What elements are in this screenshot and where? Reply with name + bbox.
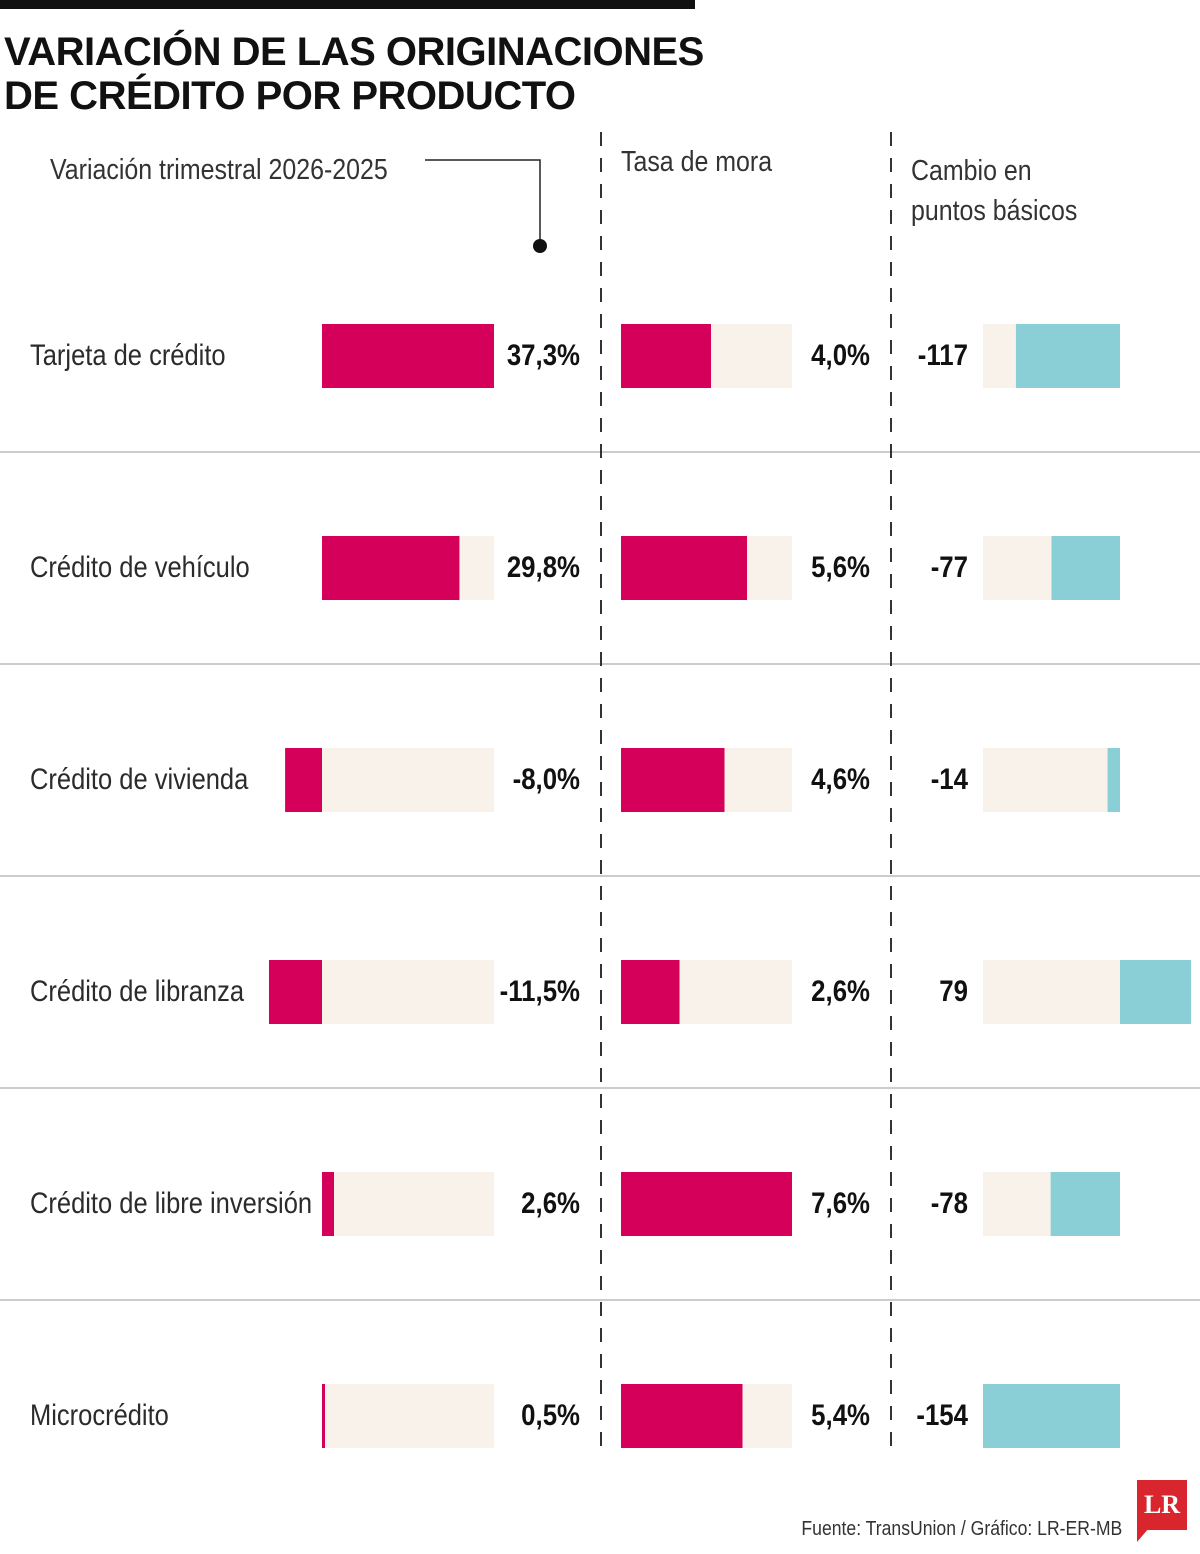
row-label: Tarjeta de crédito (30, 339, 226, 372)
mora-bar (621, 1172, 792, 1236)
variation-bar (285, 748, 322, 812)
puntos-bar (1107, 748, 1120, 812)
header-leader-line (425, 159, 541, 245)
puntos-value: -154 (916, 1399, 968, 1432)
variation-value: 2,6% (521, 1187, 580, 1220)
puntos-bar (1015, 324, 1120, 388)
header-leader-dot (533, 239, 547, 253)
mora-value: 5,4% (811, 1399, 870, 1432)
top-rule (0, 0, 695, 9)
variation-bar (268, 960, 322, 1024)
variation-value: 0,5% (521, 1399, 580, 1432)
variation-bar (322, 1384, 325, 1448)
row-label: Microcrédito (30, 1399, 169, 1432)
mora-value: 2,6% (811, 975, 870, 1008)
mora-value: 4,0% (811, 339, 870, 372)
source-note: Fuente: TransUnion / Gráfico: LR-ER-MB (801, 1518, 1123, 1540)
variation-value: -8,0% (512, 763, 580, 796)
column-header-puntos: Cambio en puntos básicos (911, 155, 1078, 227)
puntos-value: -78 (930, 1187, 968, 1220)
puntos-bar (1051, 536, 1120, 600)
puntos-track (983, 960, 1120, 1024)
puntos-bar (983, 1384, 1120, 1448)
puntos-track (983, 748, 1108, 812)
mora-bar (621, 960, 680, 1024)
column-header-mora: Tasa de mora (621, 146, 773, 178)
mora-bar (621, 748, 725, 812)
puntos-track (983, 324, 1016, 388)
puntos-bar (1120, 960, 1191, 1024)
row-label: Crédito de vivienda (30, 763, 249, 796)
mora-bar (621, 1384, 743, 1448)
puntos-value: 79 (939, 975, 968, 1008)
mora-value: 4,6% (811, 763, 870, 796)
variation-track (322, 1384, 494, 1448)
puntos-value: -77 (930, 551, 968, 584)
row-label: Crédito de libranza (30, 975, 245, 1008)
puntos-value: -117 (917, 339, 968, 372)
logo-tail-shape (1137, 1528, 1149, 1542)
chart-title: VARIACIÓN DE LAS ORIGINACIONES DE CRÉDIT… (4, 30, 704, 118)
puntos-track (983, 1172, 1051, 1236)
variation-value: 37,3% (506, 339, 580, 372)
puntos-track (983, 536, 1052, 600)
variation-value: 29,8% (506, 551, 580, 584)
mora-bar (621, 536, 747, 600)
mora-bar (621, 324, 711, 388)
mora-value: 7,6% (811, 1187, 870, 1220)
variation-bar (322, 536, 460, 600)
variation-track (322, 1172, 494, 1236)
variation-bar (322, 1172, 334, 1236)
row-label: Crédito de vehículo (30, 551, 250, 584)
variation-bar (322, 324, 494, 388)
row-label: Crédito de libre inversión (30, 1187, 313, 1220)
puntos-value: -14 (930, 763, 968, 796)
column-header-variacion: Variación trimestral 2026-2025 (50, 154, 388, 186)
variation-value: -11,5% (499, 975, 580, 1008)
mora-value: 5,6% (811, 551, 870, 584)
lr-logo: LR (1137, 1480, 1187, 1530)
puntos-bar (1050, 1172, 1120, 1236)
